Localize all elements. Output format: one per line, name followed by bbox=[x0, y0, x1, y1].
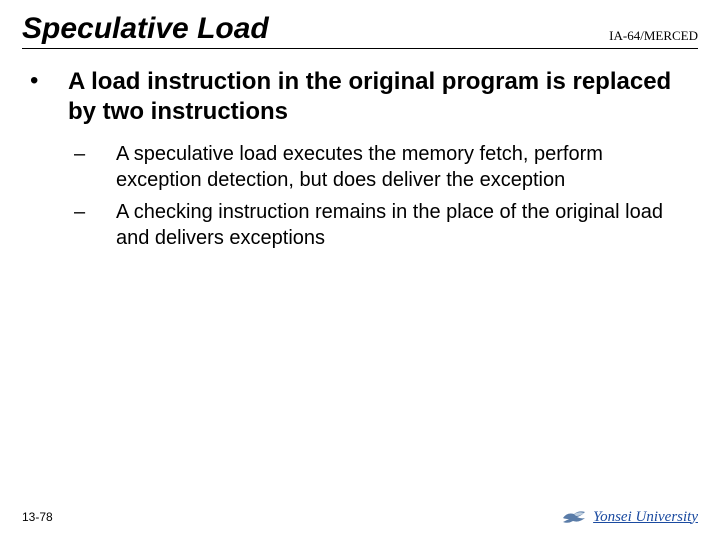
bullet-text: A load instruction in the original progr… bbox=[68, 67, 690, 127]
eagle-icon bbox=[561, 508, 587, 526]
slide-tag: IA-64/MERCED bbox=[609, 28, 698, 46]
bullet-item: • A load instruction in the original pro… bbox=[30, 67, 690, 127]
slide-footer: 13-78 Yonsei University bbox=[0, 508, 720, 526]
sub-bullet-list: – A speculative load executes the memory… bbox=[30, 141, 690, 251]
sub-bullet-text: A checking instruction remains in the pl… bbox=[116, 199, 690, 251]
sub-bullet-mark: – bbox=[74, 199, 86, 225]
sub-bullet-text: A speculative load executes the memory f… bbox=[116, 141, 690, 193]
page-number: 13-78 bbox=[22, 510, 53, 524]
slide-content: • A load instruction in the original pro… bbox=[22, 49, 698, 251]
sub-bullet-item: – A checking instruction remains in the … bbox=[74, 199, 690, 251]
university-name: Yonsei University bbox=[593, 509, 698, 526]
university-badge: Yonsei University bbox=[561, 508, 698, 526]
sub-bullet-mark: – bbox=[74, 141, 86, 167]
slide-title: Speculative Load bbox=[22, 12, 269, 46]
slide-header: Speculative Load IA-64/MERCED bbox=[22, 12, 698, 49]
bullet-mark: • bbox=[30, 67, 40, 96]
slide: Speculative Load IA-64/MERCED • A load i… bbox=[0, 0, 720, 540]
sub-bullet-item: – A speculative load executes the memory… bbox=[74, 141, 690, 193]
